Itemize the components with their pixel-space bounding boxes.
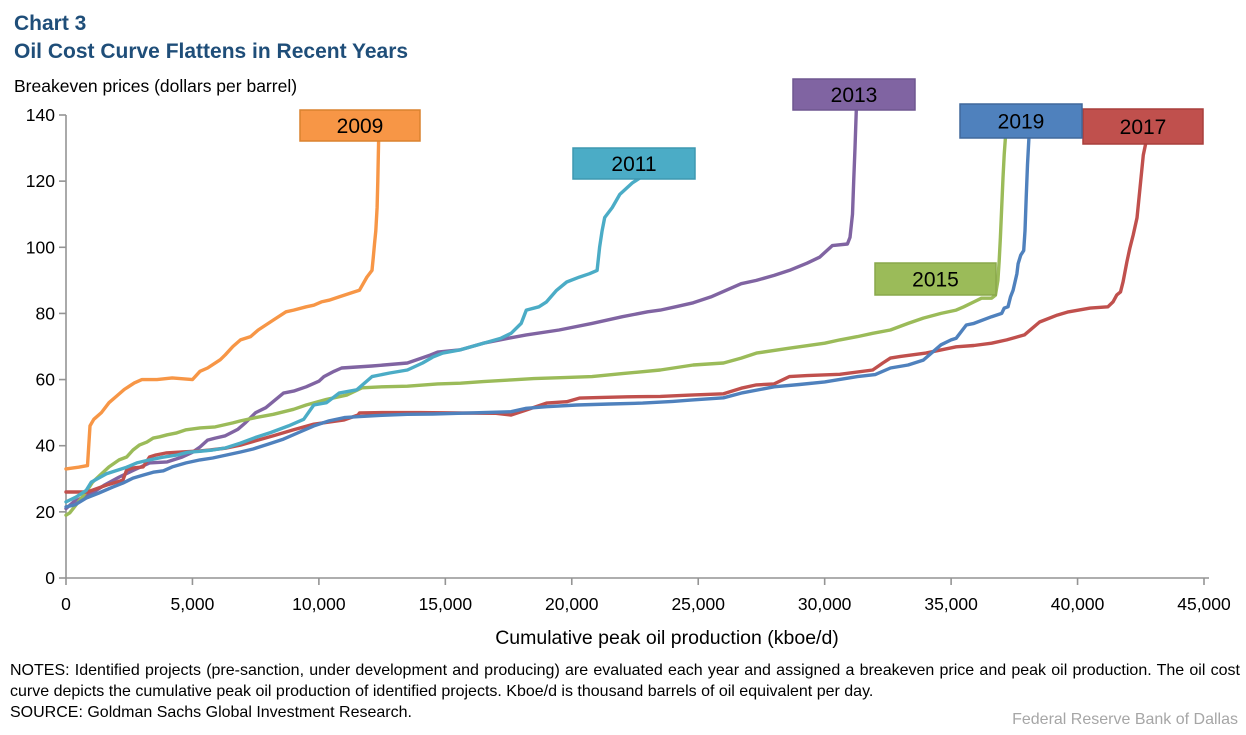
y-axis-unit-label: Breakeven prices (dollars per barrel)	[14, 76, 298, 96]
year-label-2017: 2017	[1120, 116, 1167, 139]
chart-source: SOURCE: Goldman Sachs Global Investment …	[10, 704, 412, 721]
x-tick-label: 5,000	[171, 594, 215, 614]
year-label-2019: 2019	[998, 111, 1045, 134]
year-label-2011: 2011	[611, 153, 656, 176]
year-label-2015: 2015	[912, 269, 959, 292]
year-label-box-2019	[959, 103, 1083, 139]
x-tick-label: 20,000	[545, 594, 599, 614]
oil-cost-curve-chart: 0 20 40 60 80 100 120 140 0 5,000 10,000 15,000 20,0…	[26, 78, 1231, 649]
series-line-2009	[64, 139, 381, 471]
series-line-2019	[64, 134, 1031, 509]
x-axis-title: Cumulative peak oil production (kboe/d)	[495, 627, 839, 649]
year-label-box-2009	[299, 109, 421, 142]
y-tick-label: 140	[26, 105, 55, 125]
series-line-2015	[64, 134, 1008, 517]
y-tick-label: 80	[36, 303, 56, 323]
fed-attribution: Federal Reserve Bank of Dallas	[1012, 711, 1238, 728]
year-label-box-2011	[572, 147, 696, 180]
x-tick-label: 35,000	[924, 594, 978, 614]
series-line-2013	[64, 108, 858, 511]
chart-number: Chart 3	[14, 12, 87, 35]
y-tick-label: 20	[36, 502, 56, 522]
year-label-box-2015	[874, 262, 997, 296]
x-tick-label: 40,000	[1051, 594, 1105, 614]
x-tick-label: 15,000	[419, 594, 473, 614]
y-tick-label: 40	[36, 436, 56, 456]
y-tick-label: 0	[45, 568, 55, 588]
x-tick-label: 30,000	[798, 594, 852, 614]
x-tick-label: 0	[61, 594, 71, 614]
axes-layer: 0 20 40 60 80 100 120 140 0 5,000 10,000 15,000 20,0…	[26, 105, 1231, 614]
page-title: Oil Cost Curve Flattens in Recent Years	[14, 40, 409, 63]
series-layer	[64, 108, 1148, 517]
year-label-2009: 2009	[337, 115, 384, 138]
x-tick-label: 10,000	[292, 594, 346, 614]
year-label-box-2017	[1082, 108, 1204, 145]
y-tick-label: 60	[36, 370, 56, 390]
y-tick-label: 100	[26, 237, 55, 257]
y-tick-label: 120	[26, 171, 55, 191]
x-tick-label: 25,000	[671, 594, 725, 614]
chart-notes: NOTES: Identified projects (pre-sanction…	[10, 662, 1240, 700]
series-line-2011	[64, 176, 642, 504]
series-line-2017	[64, 141, 1148, 494]
year-label-box-2013	[792, 78, 916, 111]
year-label-2013: 2013	[831, 84, 878, 107]
year-labels-layer: 2009 2013 2015 2017 2011 2019	[299, 78, 1204, 296]
x-tick-label: 45,000	[1177, 594, 1231, 614]
